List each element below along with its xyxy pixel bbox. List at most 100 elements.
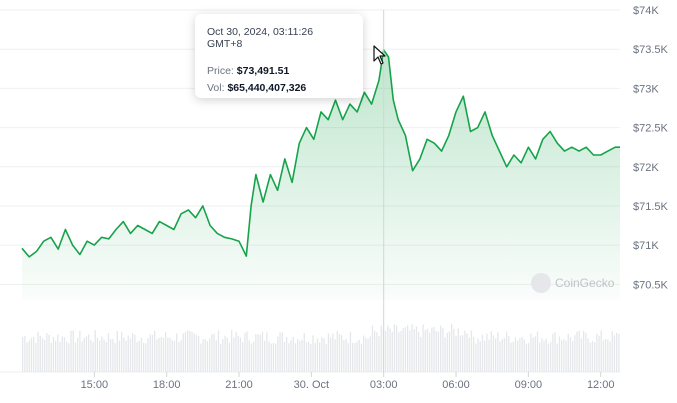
volume-bar xyxy=(222,338,224,372)
volume-bar xyxy=(558,336,561,372)
volume-bar xyxy=(523,339,525,372)
volume-bar xyxy=(565,340,567,372)
volume-bar xyxy=(503,338,506,372)
y-tick-label: $74K xyxy=(633,5,659,17)
volume-bar xyxy=(596,333,598,372)
volume-bar xyxy=(510,342,512,372)
volume-bar xyxy=(365,337,367,372)
volume-bar xyxy=(270,343,272,372)
volume-bar xyxy=(215,340,217,372)
volume-bar xyxy=(422,324,424,372)
volume-bar xyxy=(332,333,334,372)
volume-bar xyxy=(312,335,314,372)
volume-bar xyxy=(204,338,206,372)
volume-bar xyxy=(94,330,96,372)
tooltip-date: Oct 30, 2024, 03:11:26 GMT+8 xyxy=(207,26,314,50)
volume-bar xyxy=(151,334,154,372)
volume-bar xyxy=(609,341,611,372)
volume-bar xyxy=(160,337,162,372)
volume-bar xyxy=(545,338,547,372)
volume-bar xyxy=(446,332,448,372)
volume-bar xyxy=(517,340,519,372)
volume-bar xyxy=(486,333,488,372)
volume-bar xyxy=(281,332,283,372)
volume-bar xyxy=(594,342,596,372)
volume-bar xyxy=(33,336,35,372)
volume-bar xyxy=(484,340,486,372)
x-tick-label: 21:00 xyxy=(225,379,253,391)
volume-bar xyxy=(567,333,569,372)
volume-bar xyxy=(492,335,495,372)
volume-bar xyxy=(418,331,420,372)
volume-bar xyxy=(539,342,541,372)
volume-bar xyxy=(387,325,389,372)
volume-bar xyxy=(411,324,413,372)
volume-bar xyxy=(563,339,565,372)
volume-bar xyxy=(154,330,156,372)
volume-bar xyxy=(28,340,30,372)
volume-bar xyxy=(77,337,79,372)
volume-bar xyxy=(37,331,39,372)
volume-bar xyxy=(325,343,327,372)
volume-bar xyxy=(598,335,600,372)
volume-bar xyxy=(477,338,479,372)
volume-bar xyxy=(217,330,220,372)
volume-bar xyxy=(101,336,103,372)
price-area-fill xyxy=(22,49,620,301)
volume-bar xyxy=(195,335,198,372)
volume-bar xyxy=(519,338,521,372)
volume-bar xyxy=(613,335,616,372)
volume-bar xyxy=(127,335,129,372)
volume-bar xyxy=(226,337,228,372)
volume-bar xyxy=(107,333,110,372)
volume-bar xyxy=(501,339,503,372)
tooltip-vol-row: Vol: $65,440,407,326 xyxy=(207,82,351,94)
volume-bar xyxy=(402,328,404,372)
volume-bar xyxy=(475,343,477,372)
volume-bar xyxy=(363,335,365,372)
volume-bar xyxy=(327,333,330,372)
volume-bar xyxy=(61,336,63,372)
tooltip-price-value: $73,491.51 xyxy=(236,65,290,77)
volume-bar xyxy=(580,338,583,372)
volume-bar xyxy=(176,333,178,372)
volume-bar xyxy=(413,329,415,372)
volume-bar xyxy=(74,342,77,372)
x-tick-label: 12:00 xyxy=(587,379,615,391)
volume-bar xyxy=(607,339,609,372)
volume-bar xyxy=(233,337,235,372)
volume-bar xyxy=(173,340,176,372)
volume-bar xyxy=(481,334,484,372)
volume-bar xyxy=(259,334,261,372)
mouse-pointer-icon xyxy=(373,45,386,65)
volume-bar xyxy=(396,325,398,372)
volume-bar xyxy=(572,340,574,372)
volume-bar xyxy=(147,338,149,372)
volume-bar xyxy=(528,343,530,372)
volume-bar xyxy=(125,340,127,372)
volume-bar xyxy=(473,336,475,372)
x-axis-ticks: 15:00 18:00 21:00 30. Oct 03:00 06:00 09:00 12:… xyxy=(81,372,615,391)
volume-bar xyxy=(310,343,312,372)
volume-bars xyxy=(22,324,620,372)
volume-bar xyxy=(448,331,451,372)
volume-bar xyxy=(453,328,455,372)
volume-bar xyxy=(371,325,374,372)
volume-bar xyxy=(479,341,481,372)
volume-bar xyxy=(521,336,523,372)
volume-bar xyxy=(591,341,594,372)
volume-bar xyxy=(246,331,248,372)
volume-bar xyxy=(352,342,354,372)
volume-bar xyxy=(239,337,242,372)
volume-bar xyxy=(187,330,189,372)
volume-bar xyxy=(457,328,459,372)
volume-bar xyxy=(536,331,539,372)
volume-bar xyxy=(512,341,514,372)
volume-bar xyxy=(336,330,338,372)
volume-bar xyxy=(514,337,517,372)
volume-bar xyxy=(237,335,239,372)
volume-bar xyxy=(213,333,215,372)
volume-bar xyxy=(301,339,303,372)
volume-bar xyxy=(134,334,136,372)
